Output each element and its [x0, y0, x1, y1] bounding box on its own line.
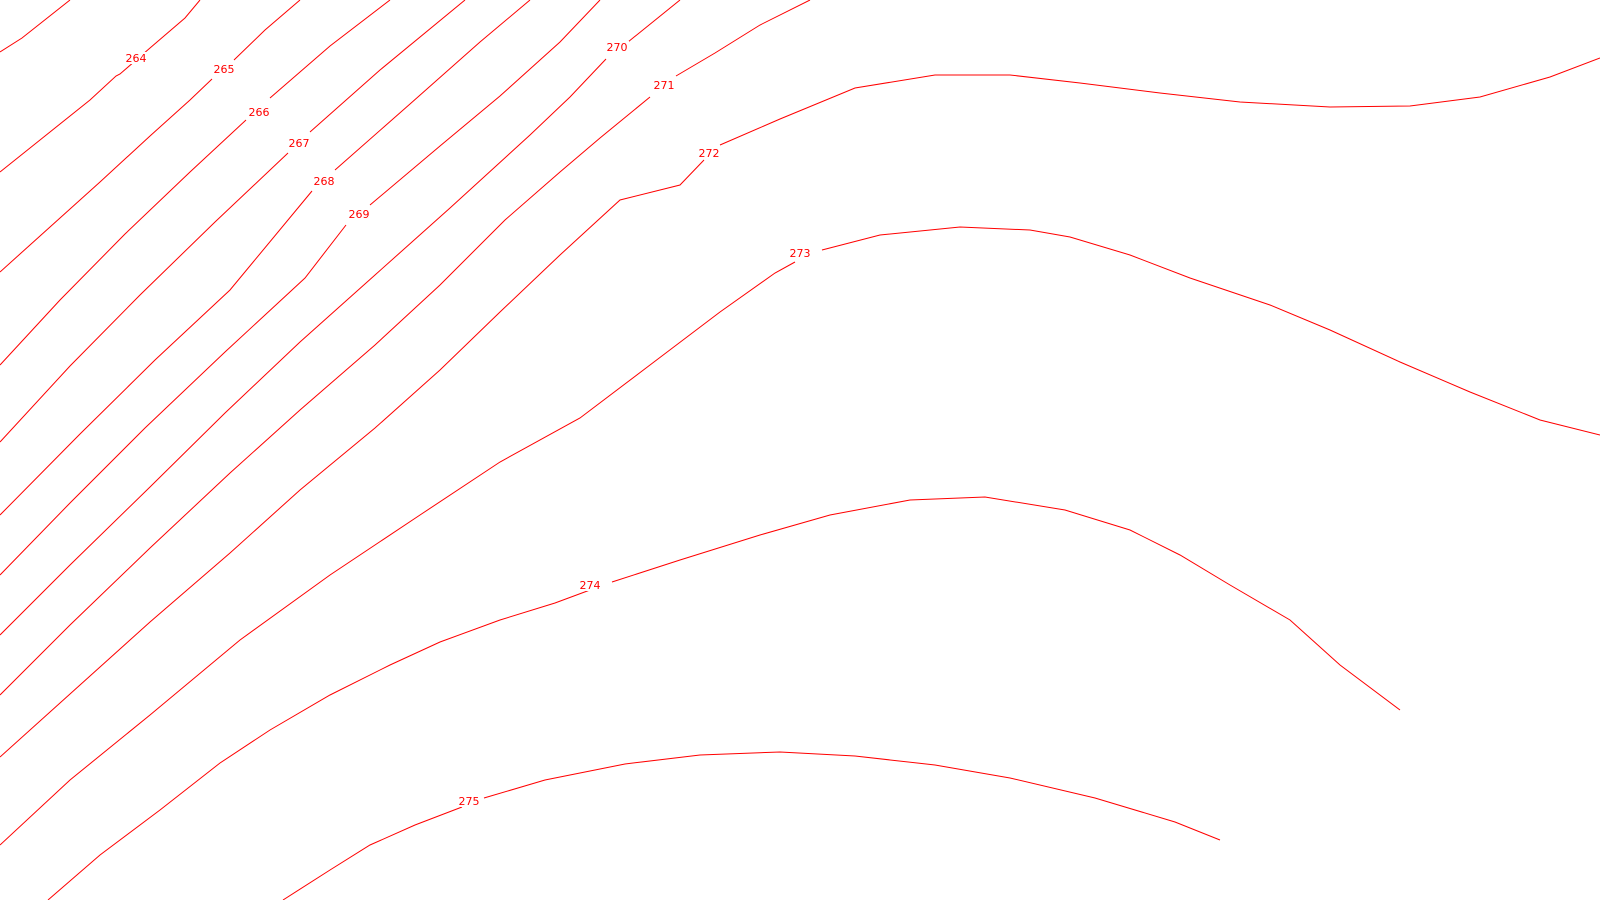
contour-label-270: 270	[607, 41, 628, 54]
contour-label-271: 271	[654, 79, 675, 92]
contour-label-272: 272	[699, 147, 720, 160]
contour-line-264	[0, 0, 201, 173]
contour-line-269	[0, 0, 601, 576]
contour-label-266: 266	[249, 106, 270, 119]
contour-275: 275	[282, 751, 1221, 900]
contour-label-275: 275	[459, 795, 480, 808]
contour-274: 274	[47, 496, 1401, 900]
contour-label-267: 267	[289, 137, 310, 150]
contour-266: 266	[0, 0, 391, 366]
contour-label-274: 274	[580, 579, 601, 592]
contour-267: 267	[0, 0, 466, 443]
contour-line-267	[0, 0, 466, 443]
contour-273: 273	[0, 226, 1600, 846]
contour-line-268	[0, 0, 531, 516]
contour-268: 268	[0, 0, 531, 516]
contour-272: 272	[0, 57, 1600, 758]
contour-271: 271	[0, 0, 811, 696]
contour-line-266	[0, 0, 391, 366]
contour-264: 264	[0, 0, 201, 173]
contour-line-271	[0, 0, 811, 696]
contour-label-269: 269	[349, 208, 370, 221]
contour-269: 269	[0, 0, 601, 576]
contour-line-275	[282, 751, 1221, 900]
contour-line-265	[0, 0, 301, 273]
contour-label-273: 273	[790, 247, 811, 260]
contour-270: 270	[0, 0, 681, 636]
contour-label-265: 265	[214, 63, 235, 76]
contour-265: 265	[0, 0, 301, 273]
contour-label-268: 268	[314, 175, 335, 188]
contour-line-270	[0, 0, 681, 636]
contour-line-273	[0, 226, 1600, 846]
contour-line-274	[47, 496, 1401, 900]
contour-line-272	[0, 57, 1600, 758]
contour-label-264: 264	[126, 52, 147, 65]
